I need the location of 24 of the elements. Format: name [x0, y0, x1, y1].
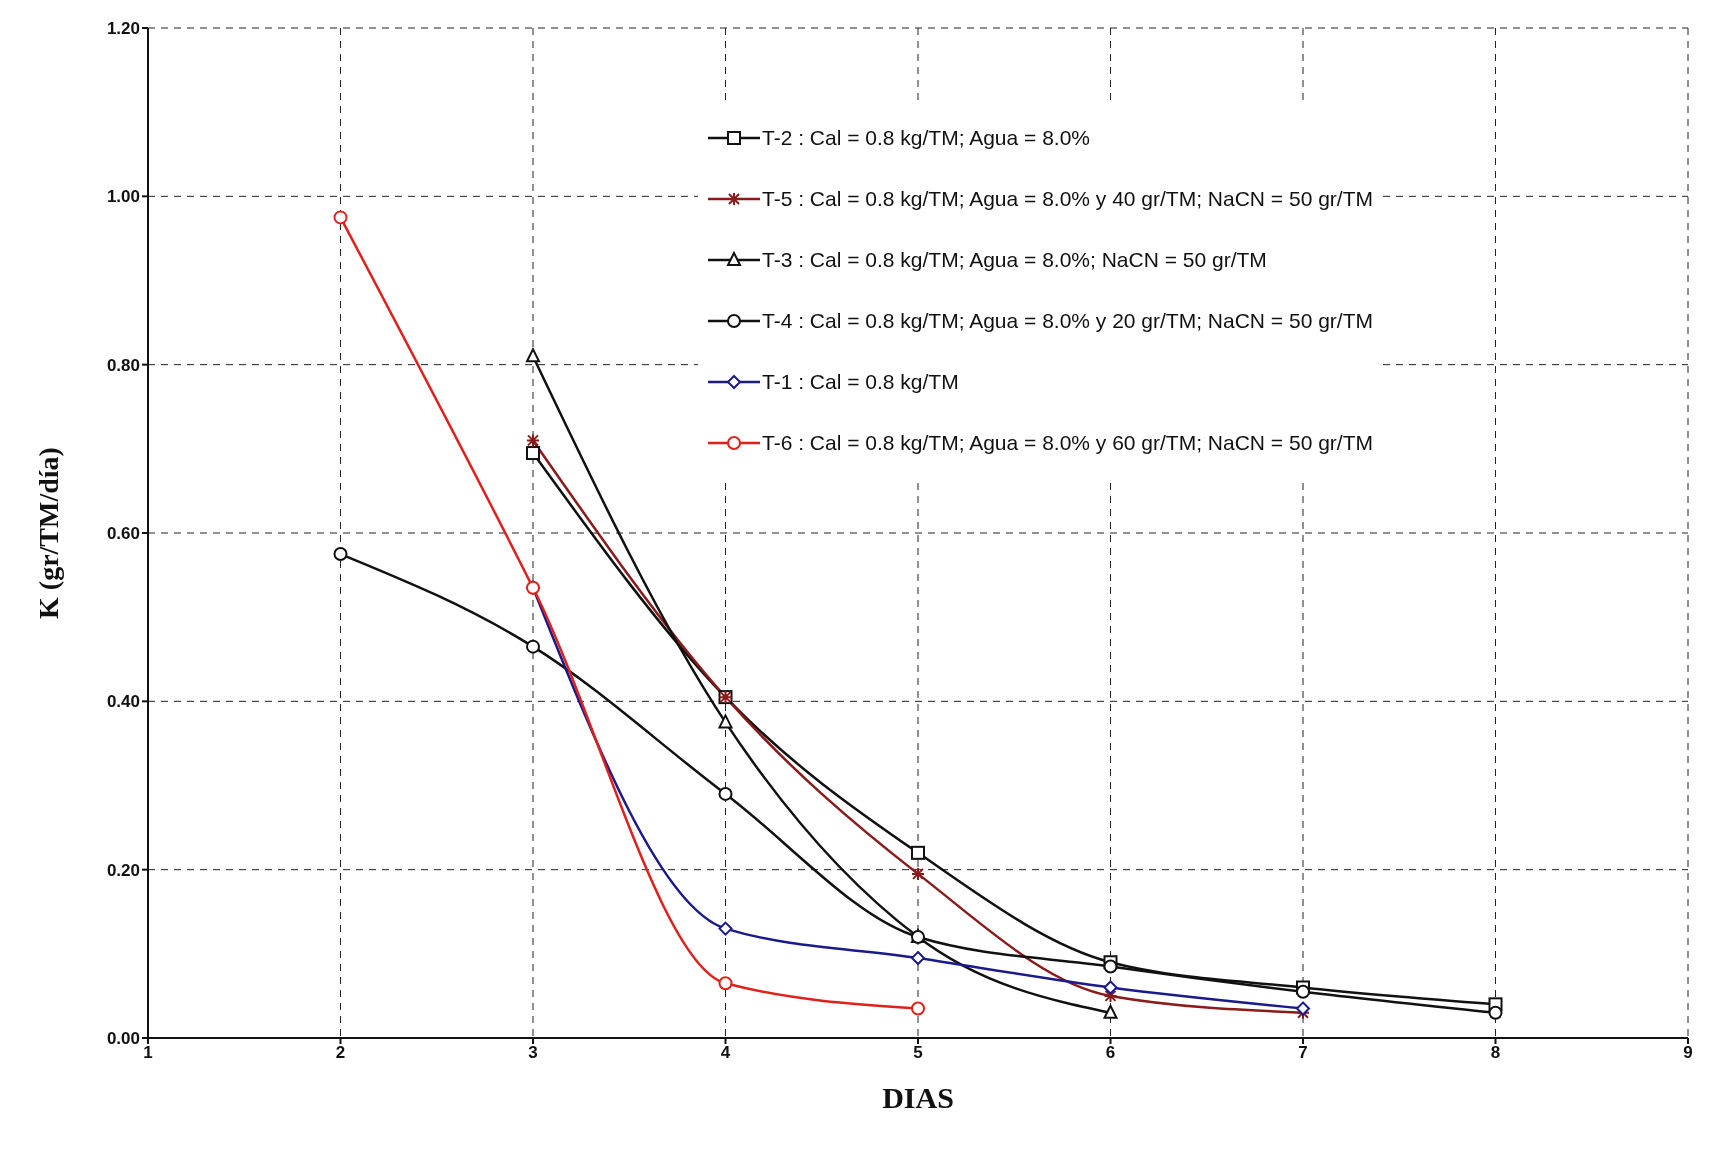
legend-label: T-5 : Cal = 0.8 kg/TM; Agua = 8.0% y 40 gr/TM; NaCN = 50 gr/TM — [762, 186, 1373, 211]
legend-label: T-4 : Cal = 0.8 kg/TM; Agua = 8.0% y 20 gr/TM; NaCN = 50 gr/TM — [762, 308, 1373, 333]
x-axis-title: DIAS — [882, 1081, 954, 1114]
x-tick-label: 3 — [528, 1043, 538, 1063]
x-tick-label: 6 — [1105, 1043, 1116, 1063]
legend-label: T-6 : Cal = 0.8 kg/TM; Agua = 8.0% y 60 gr/TM; NaCN = 50 gr/TM — [762, 430, 1373, 455]
y-tick-label: 0.80 — [106, 355, 140, 375]
y-tick-label: 1.00 — [106, 187, 140, 207]
x-tick-label: 7 — [1298, 1043, 1308, 1063]
y-tick-label: 0.40 — [106, 692, 140, 712]
y-axis-title: K (gr/TM/día) — [32, 447, 64, 619]
x-tick-label: 5 — [913, 1043, 923, 1063]
x-tick-label: 4 — [720, 1043, 731, 1063]
legend-label: T-1 : Cal = 0.8 kg/TM — [762, 369, 959, 394]
y-tick-label: 1.20 — [106, 19, 140, 39]
x-tick-label: 1 — [143, 1043, 153, 1063]
legend-label: T-2 : Cal = 0.8 kg/TM; Agua = 8.0% — [762, 125, 1091, 150]
x-tick-label: 9 — [1683, 1043, 1693, 1063]
y-tick-label: 0.20 — [106, 860, 140, 880]
x-tick-label: 2 — [335, 1043, 346, 1063]
x-tick-label: 8 — [1490, 1043, 1501, 1063]
y-tick-label: 0.00 — [106, 1029, 140, 1049]
y-tick-label: 0.60 — [106, 524, 140, 544]
legend-label: T-3 : Cal = 0.8 kg/TM; Agua = 8.0%; NaCN = 50 gr/TM — [762, 247, 1267, 272]
